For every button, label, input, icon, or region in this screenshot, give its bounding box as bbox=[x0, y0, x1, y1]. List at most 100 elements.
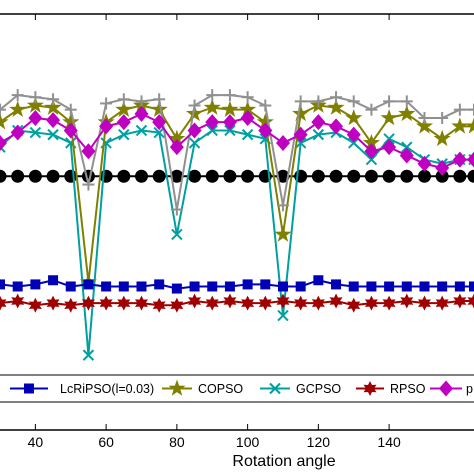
x-axis: 40 60 80 100 120 140 bbox=[0, 13, 474, 450]
legend-box bbox=[0, 374, 474, 403]
data-point-copso bbox=[327, 98, 345, 115]
data-point-series-7 bbox=[29, 91, 42, 104]
data-point-copso bbox=[203, 98, 221, 115]
data-point-series-6 bbox=[11, 169, 25, 183]
data-point-lcripso-l-0-03 bbox=[313, 275, 324, 286]
data-point-series-7 bbox=[453, 103, 466, 116]
data-point-copso bbox=[345, 109, 363, 126]
data-point-p bbox=[0, 134, 7, 151]
data-point-p bbox=[435, 159, 450, 176]
data-point-series-7 bbox=[294, 95, 307, 108]
data-point-lcripso-l-0-03 bbox=[83, 279, 94, 290]
data-point-gcpso bbox=[118, 128, 130, 141]
data-point-copso bbox=[362, 133, 380, 151]
data-point-lcripso-l-0-03 bbox=[348, 281, 359, 292]
x-stroke bbox=[312, 128, 325, 141]
legend: LcRiPSO(l=0.03) COPSO GCPSO RPSO p bbox=[0, 374, 474, 403]
data-point-series-6 bbox=[453, 169, 467, 183]
data-point-p bbox=[240, 110, 255, 126]
data-point-gcpso bbox=[312, 128, 325, 141]
data-point-p bbox=[81, 143, 96, 160]
x-axis-title: Rotation angle bbox=[232, 453, 335, 470]
data-point-gcpso bbox=[153, 126, 165, 139]
legend-label-gcpso: GCPSO bbox=[296, 382, 341, 396]
data-point-gcpso bbox=[47, 128, 59, 141]
data-point-gcpso bbox=[206, 124, 218, 137]
data-point-rpso bbox=[258, 295, 272, 311]
data-point-p bbox=[275, 134, 290, 151]
data-point-series-7 bbox=[259, 99, 272, 112]
data-point-lcripso-l-0-03 bbox=[207, 281, 218, 292]
x-tick-label: 80 bbox=[169, 434, 185, 450]
data-point-series-7 bbox=[135, 95, 148, 108]
data-point-rpso bbox=[311, 295, 325, 311]
data-point-series-7 bbox=[153, 93, 166, 106]
data-point-copso bbox=[415, 117, 434, 134]
data-point-p bbox=[329, 118, 344, 135]
data-point-lcripso-l-0-03 bbox=[224, 281, 235, 292]
series-line-lcripso-l-0-03 bbox=[0, 279, 474, 290]
data-point-series-7 bbox=[117, 93, 130, 106]
data-point-series-6 bbox=[417, 169, 431, 183]
data-point-p bbox=[46, 112, 61, 129]
legend-marker-lcripso-l-0-03 bbox=[24, 383, 34, 394]
data-point-series-7 bbox=[100, 97, 113, 110]
data-point-rpso bbox=[46, 295, 60, 311]
data-point-lcripso-l-0-03 bbox=[48, 275, 59, 286]
data-point-copso bbox=[185, 104, 204, 122]
data-point-series-7 bbox=[400, 95, 413, 108]
legend-label-lcripso-l-0-03: LcRiPSO(l=0.03) bbox=[60, 382, 154, 396]
data-point-copso bbox=[44, 98, 62, 115]
x-stroke bbox=[277, 309, 289, 322]
data-point-rpso bbox=[188, 293, 202, 309]
data-point-copso bbox=[398, 104, 416, 122]
data-point-series-7 bbox=[276, 199, 289, 212]
data-point-lcripso-l-0-03 bbox=[260, 279, 271, 290]
data-point-copso bbox=[451, 117, 469, 134]
x-tick-label: 100 bbox=[236, 434, 260, 450]
data-point-lcripso-l-0-03 bbox=[171, 283, 182, 294]
data-point-copso bbox=[239, 100, 257, 117]
data-point-rpso bbox=[364, 295, 378, 311]
data-point-series-7 bbox=[47, 93, 60, 106]
data-point-p bbox=[205, 114, 220, 131]
x-tick-label: 40 bbox=[28, 434, 44, 450]
data-point-series-7 bbox=[223, 89, 236, 102]
data-point-copso bbox=[256, 113, 274, 130]
data-point-series-6 bbox=[28, 169, 42, 183]
data-point-lcripso-l-0-03 bbox=[189, 281, 200, 292]
x-stroke bbox=[29, 126, 42, 139]
data-point-lcripso-l-0-03 bbox=[469, 281, 474, 292]
data-point-lcripso-l-0-03 bbox=[454, 281, 465, 292]
data-point-copso bbox=[274, 225, 292, 242]
data-point-copso bbox=[168, 129, 186, 147]
data-point-p bbox=[28, 110, 43, 126]
data-point-series-7 bbox=[64, 103, 77, 116]
series-line-rpso bbox=[0, 300, 474, 307]
data-point-rpso bbox=[170, 297, 184, 313]
data-point-gcpso bbox=[277, 309, 289, 322]
data-point-series-6 bbox=[467, 169, 474, 183]
data-point-series-6 bbox=[46, 169, 60, 183]
x-stroke bbox=[118, 128, 130, 141]
series-line-p bbox=[0, 112, 474, 169]
data-point-p bbox=[293, 126, 308, 143]
data-point-gcpso bbox=[365, 153, 378, 166]
data-point-p bbox=[63, 122, 78, 139]
data-point-series-7 bbox=[312, 95, 325, 108]
series-line-series-7 bbox=[0, 94, 474, 210]
data-point-rpso bbox=[11, 293, 25, 309]
x-stroke bbox=[47, 128, 59, 141]
data-point-series-6 bbox=[329, 169, 343, 183]
data-point-lcripso-l-0-03 bbox=[277, 281, 288, 292]
data-point-series-7 bbox=[418, 112, 431, 124]
x-stroke bbox=[269, 382, 281, 395]
data-point-lcripso-l-0-03 bbox=[136, 281, 147, 292]
data-point-series-6 bbox=[152, 169, 166, 183]
data-point-series-6 bbox=[311, 169, 325, 183]
data-point-series-7 bbox=[170, 203, 183, 216]
data-point-series-7 bbox=[347, 95, 360, 108]
series-series-6 bbox=[0, 169, 474, 183]
data-point-copso bbox=[26, 96, 44, 113]
